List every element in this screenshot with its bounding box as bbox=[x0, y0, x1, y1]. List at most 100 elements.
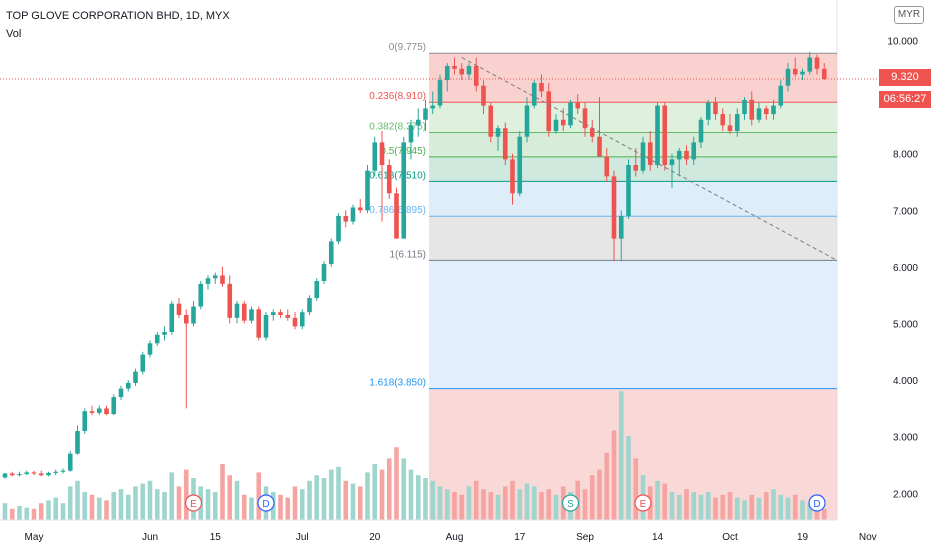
volume-bar bbox=[589, 475, 595, 520]
volume-bar bbox=[394, 447, 399, 520]
candle-body bbox=[437, 80, 443, 106]
volume-bar bbox=[9, 508, 15, 520]
volume-bar bbox=[727, 492, 733, 520]
fib-level-label: 0.236(8.910) bbox=[369, 91, 426, 102]
volume-bar bbox=[430, 480, 436, 520]
volume-bar bbox=[691, 492, 697, 520]
fib-level-label: 1(6.115) bbox=[389, 249, 426, 260]
y-axis-tick: 3.000 bbox=[893, 433, 918, 444]
x-axis-tick: 19 bbox=[797, 532, 809, 543]
fib-zone bbox=[429, 53, 837, 103]
volume-bar bbox=[444, 489, 450, 520]
candle-body bbox=[720, 114, 726, 126]
fib-level-label: 1.618(3.850) bbox=[369, 378, 426, 389]
volume-bar bbox=[524, 483, 530, 520]
candle-body bbox=[2, 473, 8, 478]
volume-bar bbox=[220, 464, 225, 520]
candle-body bbox=[154, 334, 160, 344]
candle-body bbox=[401, 142, 407, 239]
volume-bar bbox=[278, 494, 283, 520]
candle-body bbox=[473, 65, 479, 86]
candle-body bbox=[133, 371, 138, 383]
candle-body bbox=[713, 102, 718, 115]
candle-body bbox=[582, 108, 588, 129]
volume-bar bbox=[713, 497, 718, 520]
candle-body bbox=[205, 278, 211, 284]
candle-body bbox=[604, 156, 610, 177]
candle-body bbox=[31, 472, 37, 474]
volume-bar bbox=[111, 492, 117, 520]
volume-bar bbox=[604, 452, 610, 520]
event-marker bbox=[634, 494, 652, 512]
candle-body bbox=[488, 105, 494, 137]
event-marker-label: D bbox=[262, 499, 269, 510]
x-axis-tick: 17 bbox=[514, 532, 526, 543]
y-axis-tick: 8.000 bbox=[893, 150, 918, 161]
volume-bar bbox=[133, 486, 138, 520]
volume-bar bbox=[814, 506, 820, 520]
volume-bar bbox=[89, 494, 95, 520]
volume-bar bbox=[684, 489, 689, 520]
volume-bar bbox=[53, 497, 59, 520]
volume-bar bbox=[60, 503, 66, 520]
volume-bar bbox=[118, 489, 124, 520]
candle-body bbox=[459, 68, 465, 75]
volume-bar bbox=[314, 475, 320, 520]
candle-body bbox=[386, 165, 392, 194]
candle-body bbox=[466, 65, 472, 75]
candle-body bbox=[589, 128, 595, 137]
candle-body bbox=[727, 125, 733, 132]
volume-bar bbox=[249, 497, 254, 520]
volume-bar bbox=[285, 497, 291, 520]
candle-body bbox=[24, 472, 30, 475]
candle-body bbox=[524, 105, 530, 137]
candle-body bbox=[691, 142, 697, 160]
volume-bar bbox=[365, 472, 370, 520]
volume-bar bbox=[546, 489, 552, 520]
x-axis-tick: Nov bbox=[859, 532, 877, 543]
volume-bar bbox=[205, 489, 211, 520]
candle-body bbox=[379, 142, 385, 166]
volume-bar bbox=[676, 494, 682, 520]
volume-bar bbox=[807, 503, 813, 520]
volume-bar bbox=[626, 436, 631, 520]
candle-body bbox=[502, 128, 508, 160]
candle-body bbox=[749, 99, 755, 120]
candle-body bbox=[698, 119, 704, 143]
volume-bar bbox=[256, 472, 262, 520]
candle-body bbox=[169, 303, 175, 332]
volume-bar bbox=[582, 489, 588, 520]
candle-body bbox=[539, 82, 544, 92]
currency-badge[interactable]: MYR bbox=[894, 6, 924, 24]
volume-bar bbox=[749, 494, 755, 520]
volume-bar bbox=[140, 483, 146, 520]
x-axis-tick: May bbox=[25, 532, 44, 543]
volume-bar bbox=[669, 492, 675, 520]
fib-level-label: 0.382(8.375) bbox=[369, 121, 426, 132]
candle-body bbox=[176, 303, 182, 316]
event-marker-label: D bbox=[813, 499, 820, 510]
volume-bar bbox=[800, 500, 805, 520]
fib-zone bbox=[429, 156, 837, 182]
candle-body bbox=[227, 283, 233, 318]
candle-body bbox=[118, 388, 124, 398]
candle-body bbox=[343, 215, 349, 222]
candle-body bbox=[321, 264, 327, 282]
candle-body bbox=[618, 215, 624, 239]
countdown-tag: 06:56:27 bbox=[879, 91, 931, 108]
candle-body bbox=[60, 470, 66, 472]
volume-bar bbox=[2, 503, 8, 520]
event-marker-label: E bbox=[190, 499, 197, 510]
volume-bar bbox=[31, 508, 37, 520]
volume-bar bbox=[553, 494, 559, 520]
volume-bar bbox=[299, 489, 305, 520]
volume-bar bbox=[495, 494, 501, 520]
x-axis-tick: Aug bbox=[446, 532, 464, 543]
candle-body bbox=[821, 68, 827, 79]
candle-body bbox=[82, 411, 88, 432]
volume-label: Vol bbox=[6, 28, 22, 40]
volume-bar bbox=[292, 486, 298, 520]
volume-bar bbox=[785, 497, 791, 520]
candle-body bbox=[734, 114, 740, 132]
